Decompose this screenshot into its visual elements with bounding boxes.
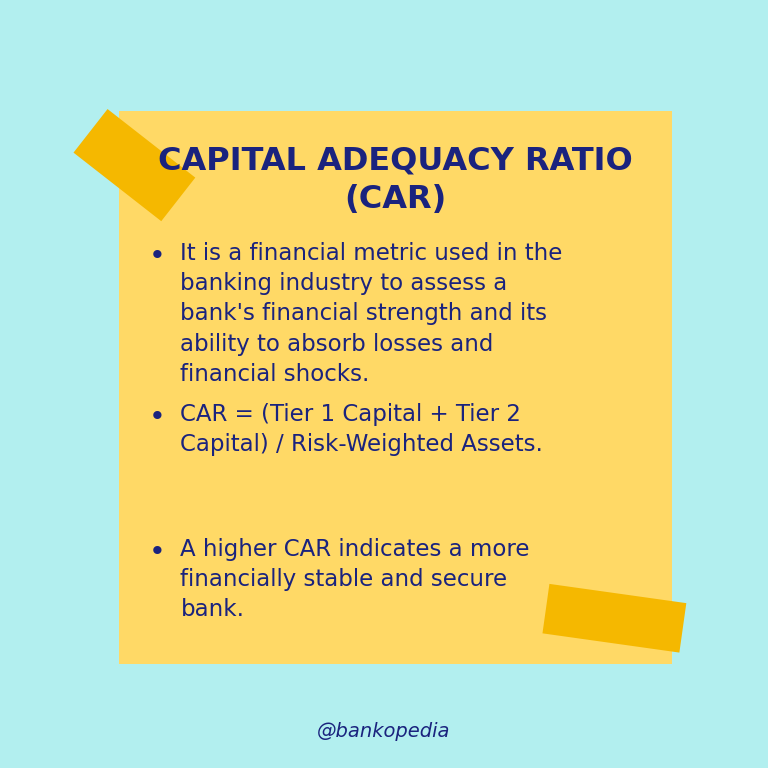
FancyBboxPatch shape — [74, 109, 195, 221]
Text: •: • — [149, 403, 166, 431]
Text: A higher CAR indicates a more
financially stable and secure
bank.: A higher CAR indicates a more financiall… — [180, 538, 530, 621]
Text: CAPITAL ADEQUACY RATIO: CAPITAL ADEQUACY RATIO — [158, 146, 633, 177]
FancyBboxPatch shape — [119, 111, 672, 664]
Text: @bankopedia: @bankopedia — [317, 722, 451, 740]
FancyBboxPatch shape — [542, 584, 687, 653]
Text: •: • — [149, 242, 166, 270]
Text: (CAR): (CAR) — [344, 184, 447, 215]
Text: CAR = (Tier 1 Capital + Tier 2
Capital) / Risk-Weighted Assets.: CAR = (Tier 1 Capital + Tier 2 Capital) … — [180, 403, 543, 456]
Text: •: • — [149, 538, 166, 565]
Text: It is a financial metric used in the
banking industry to assess a
bank's financi: It is a financial metric used in the ban… — [180, 242, 563, 386]
